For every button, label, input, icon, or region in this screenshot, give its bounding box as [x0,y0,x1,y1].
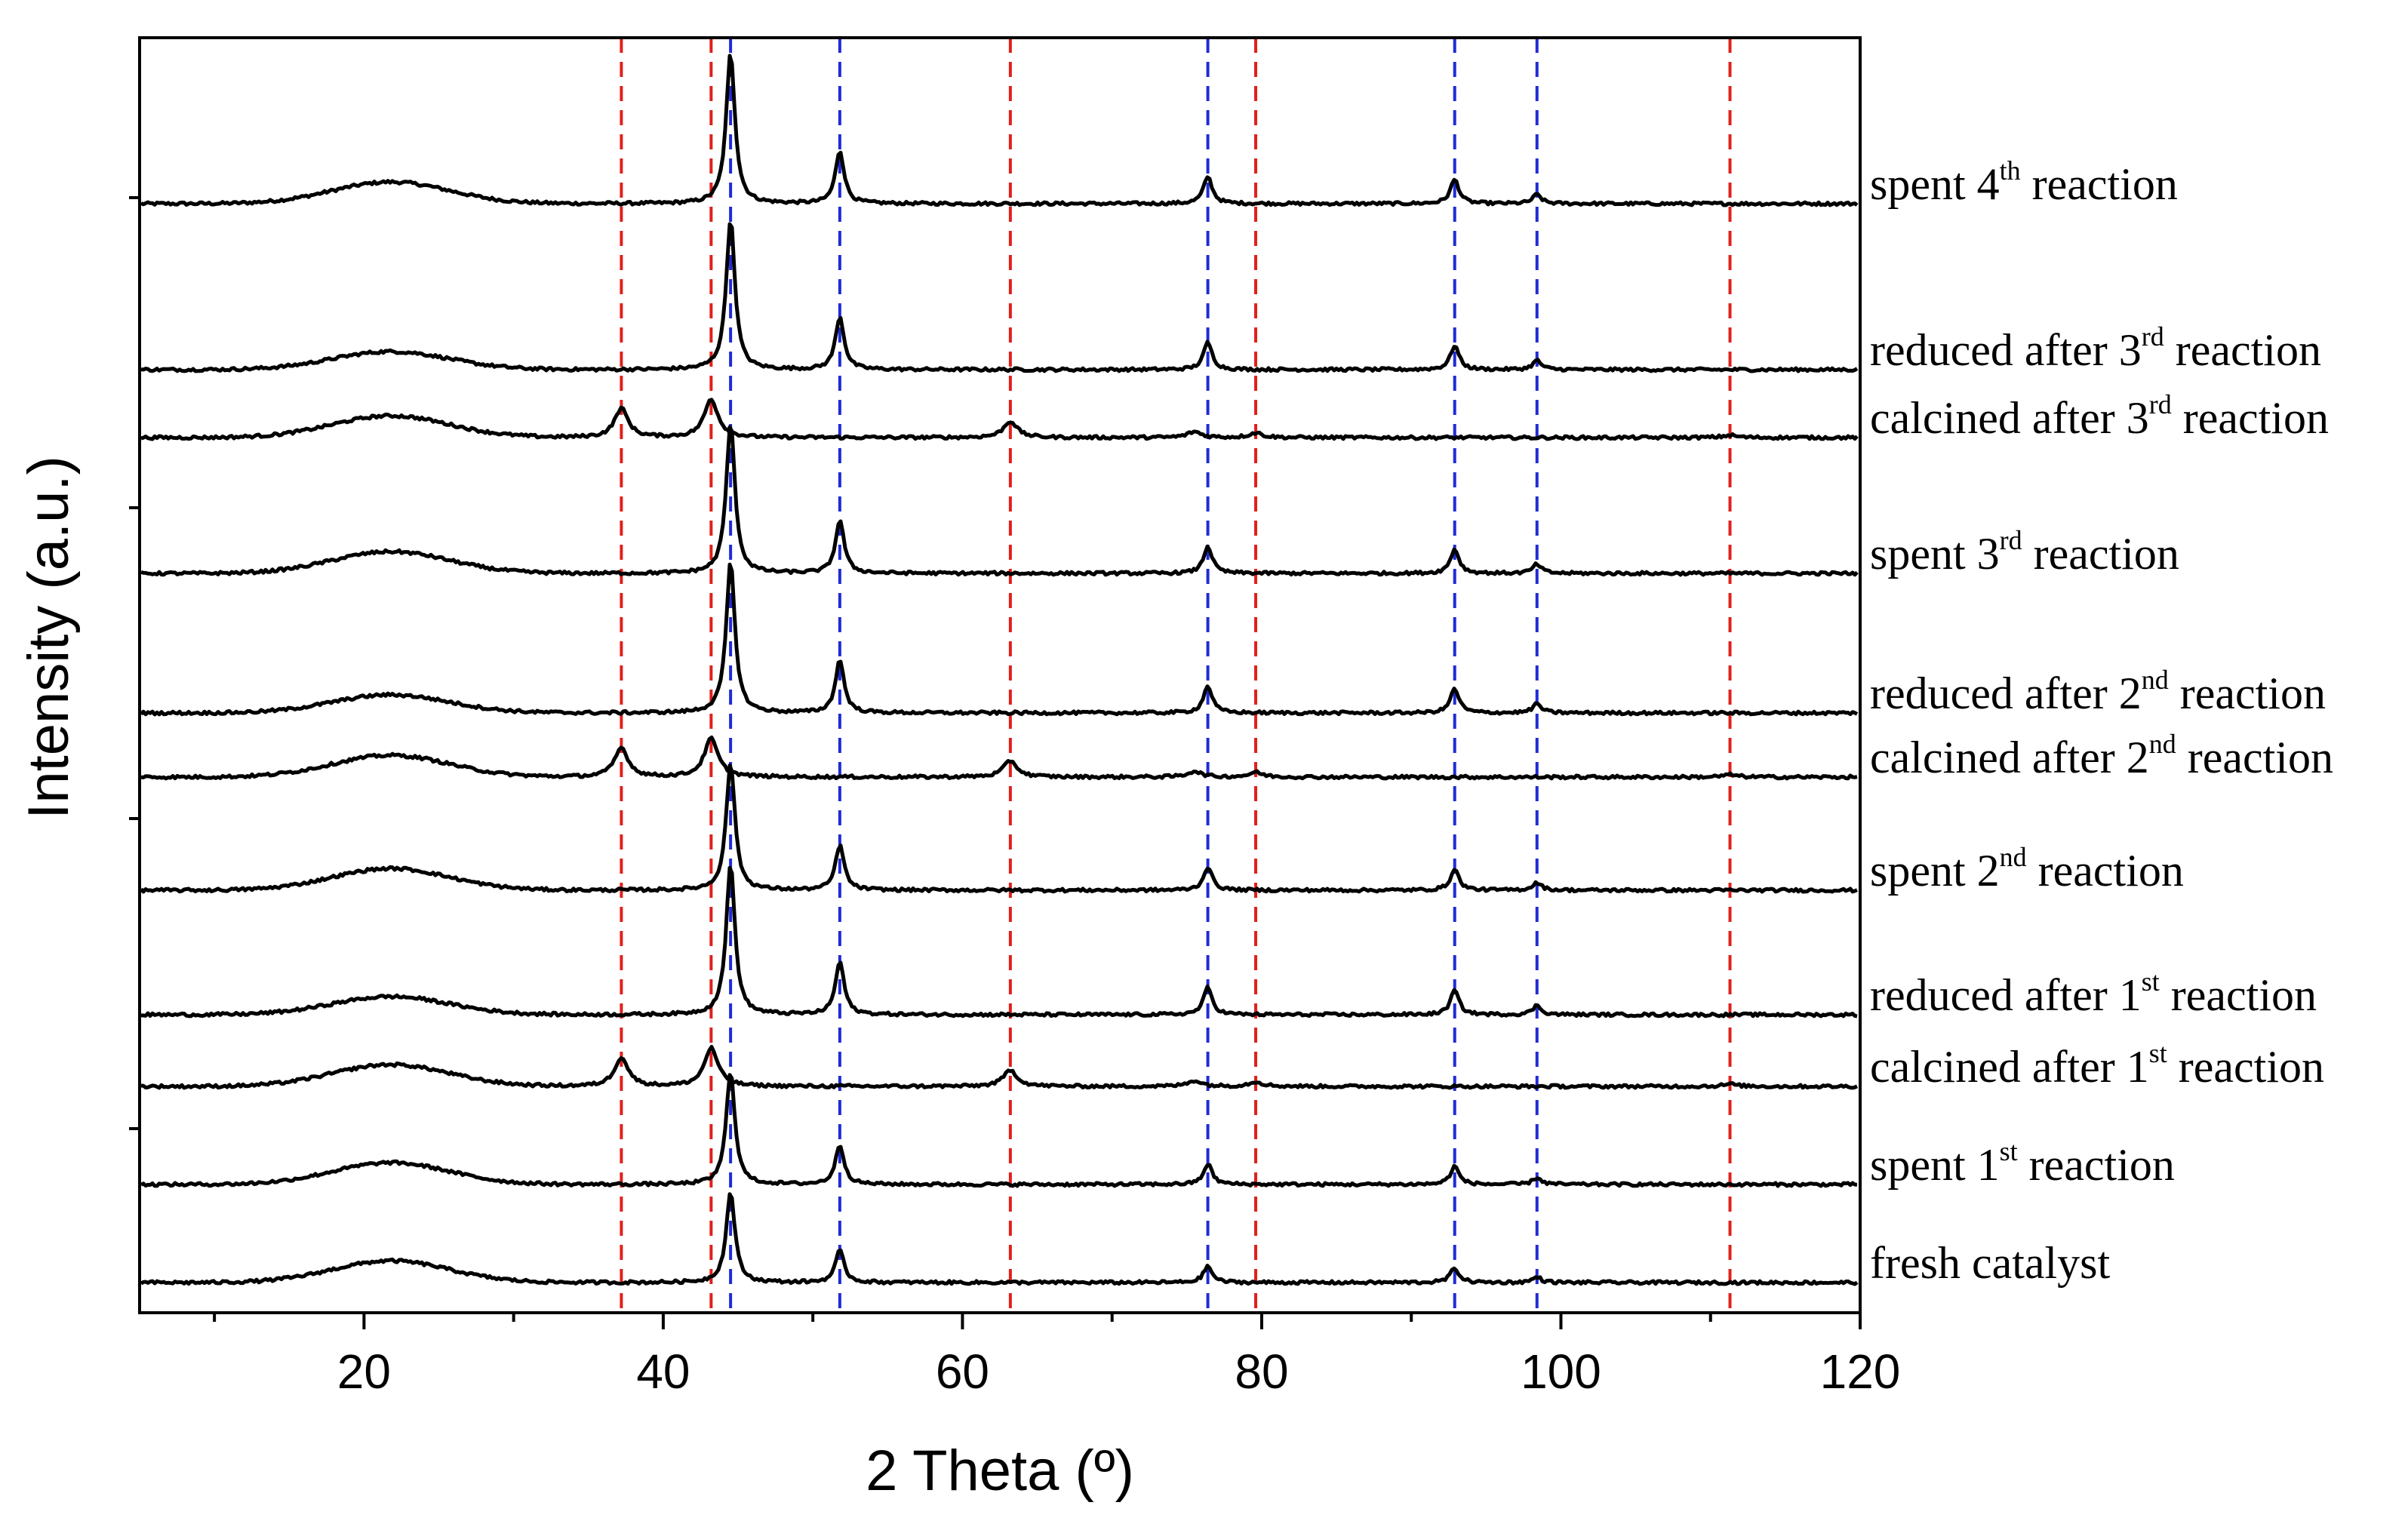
series-group [140,54,1859,1286]
series-label: spent 1st reaction [1870,1136,2175,1190]
series-line [140,1073,1858,1188]
x-tick-label: 80 [1235,1344,1288,1399]
series-line [140,865,1858,1019]
reference-lines [620,38,1732,1313]
series-label: calcined after 1st reaction [1870,1038,2324,1092]
series-line [140,562,1859,717]
series-line [140,1192,1859,1286]
series-label: calcined after 2nd reaction [1870,729,2333,782]
series-line [140,222,1859,373]
plot-frame [138,36,1862,1314]
x-tick-label: 120 [1820,1344,1901,1399]
series-line [140,425,1859,577]
x-tick-label: 40 [636,1344,690,1399]
series-label: calcined after 3rd reaction [1870,389,2329,443]
series-label: spent 2nd reaction [1870,842,2184,896]
series-label: reduced after 2nd reaction [1870,665,2326,718]
x-axis-ticks: 20 40 60 80 100 120 [213,1313,1901,1399]
series-label: reduced after 3rd reaction [1870,321,2321,375]
x-tick-label: 60 [936,1344,989,1399]
series-label: spent 3rd reaction [1870,525,2179,579]
series-label: reduced after 1st reaction [1870,966,2317,1020]
series-line [140,764,1858,894]
x-tick-label: 100 [1521,1344,1601,1399]
series-line [140,735,1858,781]
x-axis-title: 2 Theta (º) [866,1439,1134,1503]
series-line [140,398,1859,441]
x-tick-label: 20 [337,1344,391,1399]
series-label: fresh catalyst [1870,1238,2111,1288]
series-line [140,1045,1859,1090]
y-axis-title: Intensity (a.u.) [17,456,81,819]
series-labels: spent 4th reaction reduced after 3rd reac… [1870,155,2333,1288]
y-axis-ticks [129,196,140,1130]
series-line [140,54,1859,207]
series-label: spent 4th reaction [1870,155,2178,209]
